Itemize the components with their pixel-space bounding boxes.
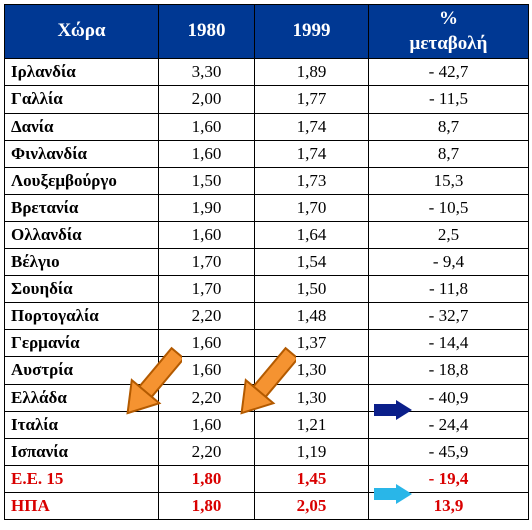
value-1980: 2,20 (159, 303, 255, 330)
value-1980: 1,80 (159, 492, 255, 519)
header-country: Χώρα (5, 5, 159, 59)
table-row: Πορτογαλία2,201,48- 32,7 (5, 303, 529, 330)
country: Ιταλία (5, 411, 159, 438)
value-1980: 2,20 (159, 384, 255, 411)
header-row: Χώρα 1980 1999 % μεταβολή (5, 5, 529, 59)
value-change: - 40,9 (369, 384, 529, 411)
value-1980: 1,70 (159, 249, 255, 276)
value-change: - 9,4 (369, 249, 529, 276)
value-1999: 1,74 (255, 140, 369, 167)
table-row: Δανία1,601,748,7 (5, 113, 529, 140)
value-change: - 19,4 (369, 465, 529, 492)
value-1980: 1,60 (159, 411, 255, 438)
value-1980: 2,00 (159, 86, 255, 113)
value-1980: 1,90 (159, 194, 255, 221)
value-change: - 32,7 (369, 303, 529, 330)
value-1999: 1,70 (255, 194, 369, 221)
table-row: Βρετανία1,901,70- 10,5 (5, 194, 529, 221)
country: Βέλγιο (5, 249, 159, 276)
country: Ελλάδα (5, 384, 159, 411)
value-1999: 1,89 (255, 59, 369, 86)
value-1980: 1,60 (159, 330, 255, 357)
table-row: Φινλανδία1,601,748,7 (5, 140, 529, 167)
value-1980: 3,30 (159, 59, 255, 86)
country: Ισπανία (5, 438, 159, 465)
value-1999: 1,30 (255, 384, 369, 411)
value-change: - 11,8 (369, 276, 529, 303)
value-1999: 1,48 (255, 303, 369, 330)
value-1999: 2,05 (255, 492, 369, 519)
country: Γερμανία (5, 330, 159, 357)
country: Σουηδία (5, 276, 159, 303)
table-row: Βέλγιο1,701,54- 9,4 (5, 249, 529, 276)
value-1980: 1,70 (159, 276, 255, 303)
value-change: 15,3 (369, 167, 529, 194)
table-row: Αυστρία1,601,30- 18,8 (5, 357, 529, 384)
value-1980: 1,60 (159, 113, 255, 140)
value-change: - 10,5 (369, 194, 529, 221)
value-change: - 18,8 (369, 357, 529, 384)
value-1980: 1,60 (159, 357, 255, 384)
table-row: Ιρλανδία3,301,89- 42,7 (5, 59, 529, 86)
value-change: - 14,4 (369, 330, 529, 357)
country: Πορτογαλία (5, 303, 159, 330)
value-1999: 1,77 (255, 86, 369, 113)
value-1999: 1,30 (255, 357, 369, 384)
value-1980: 1,80 (159, 465, 255, 492)
header-1999: 1999 (255, 5, 369, 59)
value-1999: 1,54 (255, 249, 369, 276)
table-row: Λουξεμβούργο1,501,7315,3 (5, 167, 529, 194)
value-1999: 1,19 (255, 438, 369, 465)
value-change: 13,9 (369, 492, 529, 519)
country: Δανία (5, 113, 159, 140)
value-change: 8,7 (369, 113, 529, 140)
country: Ολλανδία (5, 221, 159, 248)
table-row: Ελλάδα2,201,30- 40,9 (5, 384, 529, 411)
country: Βρετανία (5, 194, 159, 221)
table-row: Ιταλία1,601,21- 24,4 (5, 411, 529, 438)
header-change: % μεταβολή (369, 5, 529, 59)
country: Λουξεμβούργο (5, 167, 159, 194)
table-row: Γαλλία2,001,77- 11,5 (5, 86, 529, 113)
table-row: Ολλανδία1,601,642,5 (5, 221, 529, 248)
country: Φινλανδία (5, 140, 159, 167)
table-row: Σουηδία1,701,50- 11,8 (5, 276, 529, 303)
value-1999: 1,73 (255, 167, 369, 194)
value-change: - 11,5 (369, 86, 529, 113)
value-1999: 1,37 (255, 330, 369, 357)
table-wrap: Χώρα 1980 1999 % μεταβολή Ιρλανδία3,301,… (4, 4, 528, 520)
value-change: - 42,7 (369, 59, 529, 86)
value-1980: 2,20 (159, 438, 255, 465)
value-1999: 1,64 (255, 221, 369, 248)
country: Αυστρία (5, 357, 159, 384)
summary-row: Ε.Ε. 151,801,45- 19,4 (5, 465, 529, 492)
value-change: - 24,4 (369, 411, 529, 438)
value-1999: 1,21 (255, 411, 369, 438)
value-1980: 1,60 (159, 221, 255, 248)
value-change: 8,7 (369, 140, 529, 167)
header-1980: 1980 (159, 5, 255, 59)
value-1999: 1,74 (255, 113, 369, 140)
value-change: - 45,9 (369, 438, 529, 465)
value-1999: 1,50 (255, 276, 369, 303)
value-change: 2,5 (369, 221, 529, 248)
value-1980: 1,50 (159, 167, 255, 194)
country: Ε.Ε. 15 (5, 465, 159, 492)
country: Γαλλία (5, 86, 159, 113)
data-table: Χώρα 1980 1999 % μεταβολή Ιρλανδία3,301,… (4, 4, 529, 520)
summary-row: ΗΠΑ1,802,0513,9 (5, 492, 529, 519)
country: Ιρλανδία (5, 59, 159, 86)
value-1999: 1,45 (255, 465, 369, 492)
table-row: Ισπανία2,201,19- 45,9 (5, 438, 529, 465)
table-row: Γερμανία1,601,37- 14,4 (5, 330, 529, 357)
country: ΗΠΑ (5, 492, 159, 519)
value-1980: 1,60 (159, 140, 255, 167)
